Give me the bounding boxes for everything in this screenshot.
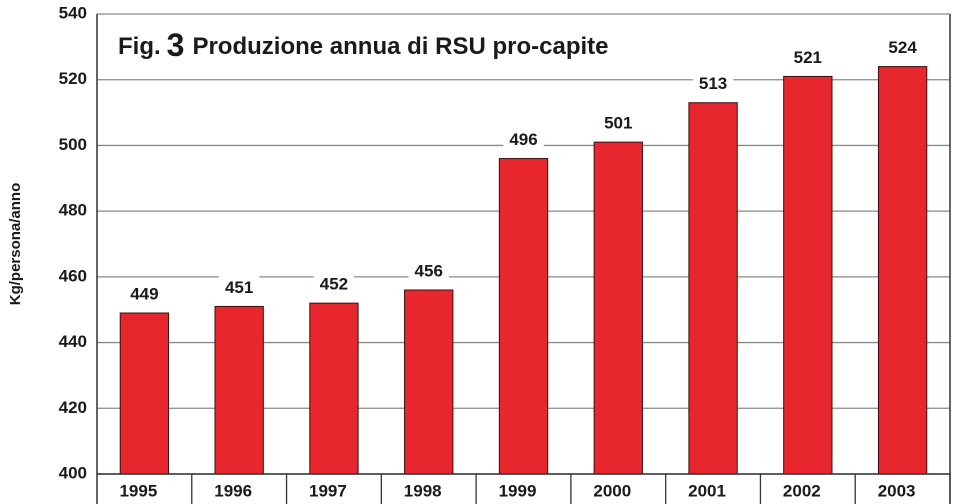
bar — [214, 305, 264, 475]
bar — [404, 289, 454, 475]
x-tick-label: 1998 — [404, 481, 442, 500]
data-label: 513 — [699, 74, 727, 93]
x-tick-label: 1999 — [499, 481, 537, 500]
bar — [688, 102, 738, 475]
label-background — [313, 272, 355, 296]
y-tick-label: 440 — [59, 332, 87, 351]
x-tick-label: 1996 — [214, 481, 252, 500]
y-tick-label: 500 — [59, 135, 87, 154]
label-background — [787, 45, 829, 69]
figure-label: Fig. — [118, 33, 161, 60]
label-background — [503, 128, 544, 152]
data-label: 521 — [794, 48, 822, 67]
data-label: 449 — [130, 284, 158, 303]
bar — [783, 75, 833, 475]
x-tick-label: 1995 — [119, 481, 157, 500]
y-tick-label: 460 — [59, 266, 87, 285]
y-tick-label: 420 — [59, 398, 87, 417]
label-background — [882, 36, 924, 60]
label-background — [408, 259, 449, 283]
data-label: 496 — [509, 130, 537, 149]
y-tick-label: 480 — [59, 201, 87, 220]
y-axis-label: Kg/persona/anno — [7, 183, 24, 306]
bar — [877, 66, 928, 475]
y-tick-label: 520 — [59, 69, 87, 88]
label-background — [598, 111, 639, 135]
bar — [498, 158, 549, 475]
data-label: 501 — [604, 114, 632, 133]
x-tick-label: 2001 — [688, 481, 726, 500]
data-label: 451 — [225, 278, 253, 297]
label-background — [692, 72, 734, 96]
bar — [309, 302, 359, 475]
x-tick-label: 2002 — [783, 481, 821, 500]
y-tick-label: 540 — [59, 3, 87, 22]
chart-title: Fig. 3 Produzione annua di RSU pro-capite — [118, 27, 608, 63]
data-label: 524 — [888, 38, 917, 57]
label-background — [218, 275, 260, 299]
data-label: 452 — [320, 275, 348, 294]
x-tick-label: 1997 — [309, 481, 347, 500]
bar — [119, 312, 170, 475]
bar — [593, 141, 643, 475]
x-tick-label: 2000 — [593, 481, 631, 500]
label-background — [124, 282, 165, 306]
y-tick-label: 400 — [59, 463, 87, 482]
title-text: Produzione annua di RSU pro-capite — [192, 33, 608, 60]
x-tick-label: 2003 — [878, 481, 916, 500]
label-background — [104, 25, 623, 66]
data-label: 456 — [415, 261, 443, 280]
figure-number: 3 — [167, 27, 185, 63]
